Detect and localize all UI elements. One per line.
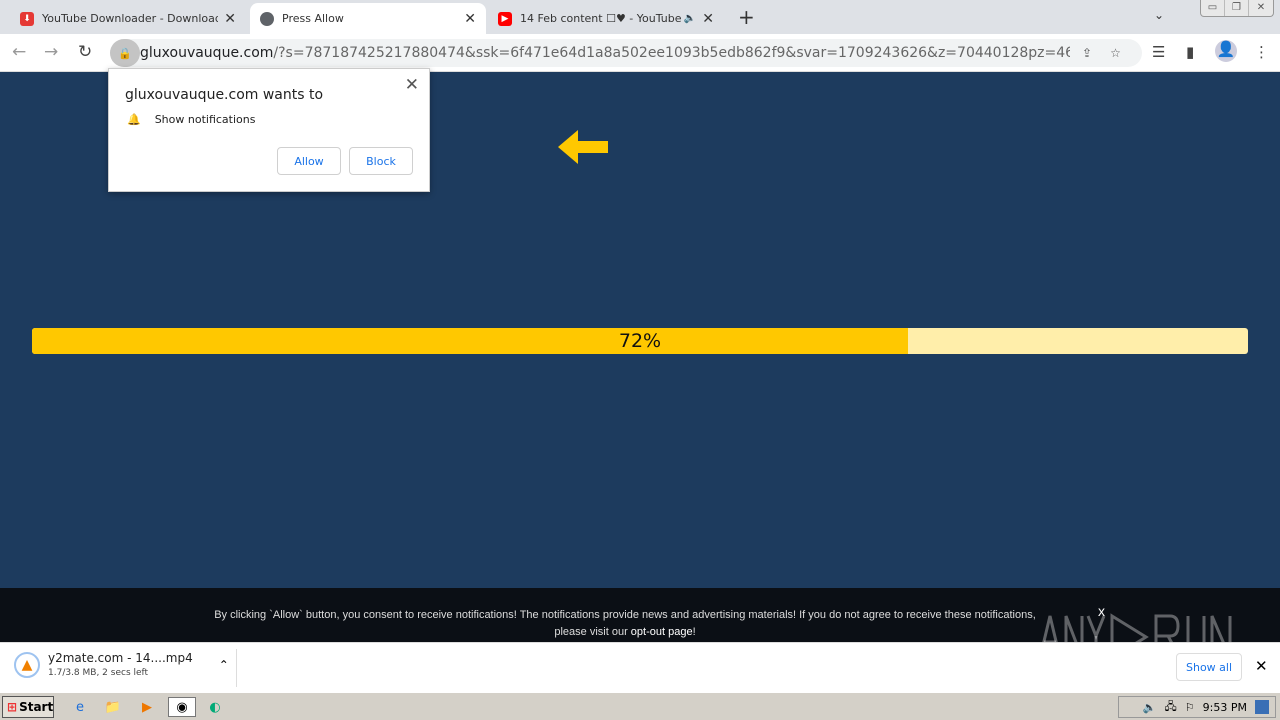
consent-text-2: please visit our <box>554 626 631 638</box>
youtube-icon: ▶ <box>498 11 512 26</box>
clock[interactable]: 9:53 PM <box>1202 700 1247 714</box>
forward-button[interactable]: → <box>44 42 59 62</box>
progress-fill <box>32 328 908 354</box>
media-control-icon[interactable]: ☰ <box>1152 43 1166 61</box>
bookmark-star-icon[interactable]: ☆ <box>1110 46 1121 60</box>
tab-strip: ⬇ YouTube Downloader - Download YouTube … <box>0 0 1280 34</box>
opt-out-link[interactable]: opt-out page <box>630 626 693 638</box>
system-tray: 🔈 🖧 ⚐ 9:53 PM <box>1118 696 1276 718</box>
lock-icon[interactable]: 🔒 <box>110 39 140 67</box>
download-item[interactable]: ▲ y2mate.com - 14....mp4 1.7/3.8 MB, 2 s… <box>14 651 229 678</box>
profile-avatar-icon[interactable]: 👤 <box>1215 40 1237 62</box>
progress-label: 72% <box>618 330 662 352</box>
show-desktop-icon[interactable] <box>1255 700 1269 714</box>
show-all-button[interactable]: Show all <box>1176 653 1242 681</box>
volume-icon[interactable]: 🔈 <box>1142 700 1157 714</box>
globe-icon <box>260 11 274 26</box>
tab-search-chevron-icon[interactable]: ⌄ <box>1154 8 1165 22</box>
url-text[interactable]: gluxouvauque.com/?s=787187425217880474&s… <box>140 45 1070 61</box>
back-button[interactable]: ← <box>12 42 27 62</box>
start-button[interactable]: ⊞ Start <box>2 696 54 718</box>
tab-press-allow[interactable]: Press Allow ✕ <box>250 3 486 34</box>
popup-title: gluxouvauque.com wants to <box>125 87 324 103</box>
download-shelf: ▲ y2mate.com - 14....mp4 1.7/3.8 MB, 2 s… <box>0 642 1280 692</box>
reload-button[interactable]: ↻ <box>78 42 93 62</box>
tab-youtube[interactable]: ▶ 14 Feb content ☐♥ - YouTube 🔈 ✕ <box>488 3 724 34</box>
close-tab-icon[interactable]: ✕ <box>464 10 476 27</box>
side-panel-icon[interactable]: ▮ <box>1186 43 1195 61</box>
vlc-file-icon: ▲ <box>14 651 40 678</box>
network-icon[interactable]: 🖧 <box>1164 699 1177 713</box>
chrome-icon[interactable]: ◉ <box>168 697 196 717</box>
restore-button[interactable]: ❐ <box>1225 0 1249 16</box>
divider <box>236 649 237 687</box>
edge-icon[interactable]: ◐ <box>209 699 221 715</box>
chevron-up-icon[interactable]: ⌃ <box>218 657 229 672</box>
notification-permission-popup: gluxouvauque.com wants to ✕ 🔔 Show notifi… <box>108 68 430 192</box>
explorer-folder-icon[interactable]: 📁 <box>104 699 122 715</box>
consent-close-button[interactable]: x <box>1098 603 1105 619</box>
window-controls: ▭ ❐ ✕ <box>1200 0 1274 17</box>
share-icon[interactable]: ⇪ <box>1082 46 1093 60</box>
close-shelf-icon[interactable]: ✕ <box>1255 657 1268 675</box>
media-player-icon[interactable]: ▶ <box>142 699 152 715</box>
download-filename: y2mate.com - 14....mp4 <box>48 651 193 665</box>
close-tab-icon[interactable]: ✕ <box>224 10 236 27</box>
minimize-button[interactable]: ▭ <box>1201 0 1225 16</box>
arrow-left-icon <box>558 130 608 164</box>
download-icon: ⬇ <box>20 11 34 26</box>
start-label: Start <box>19 700 54 714</box>
tab-title: Press Allow <box>282 12 344 25</box>
progress-bar: 72% <box>32 328 1248 354</box>
download-status: 1.7/3.8 MB, 2 secs left <box>48 668 149 678</box>
consent-banner: By clicking `Allow` button, you consent … <box>0 588 1280 642</box>
browser-toolbar: ← → ↻ 🔒 gluxouvauque.com/?s=787187425217… <box>0 34 1280 72</box>
flag-icon[interactable]: ⚐ <box>1184 700 1195 714</box>
close-window-button[interactable]: ✕ <box>1256 2 1266 13</box>
new-tab-button[interactable]: + <box>738 5 755 29</box>
tab-title: YouTube Downloader - Download YouTube <box>42 12 219 25</box>
allow-button[interactable]: Allow <box>277 147 341 175</box>
close-tab-icon[interactable]: ✕ <box>702 10 714 27</box>
taskbar: ⊞ Start e 📁 ▶ ◉ ◐ 🔈 🖧 ⚐ 9:53 PM <box>0 692 1280 720</box>
close-icon[interactable]: ✕ <box>404 75 419 95</box>
windows-logo-icon: ⊞ <box>7 700 18 714</box>
menu-kebab-icon[interactable]: ⋮ <box>1254 43 1269 61</box>
ie-icon[interactable]: e <box>76 699 84 715</box>
permission-label: Show notifications <box>154 113 256 126</box>
tab-title: 14 Feb content ☐♥ - YouTube <box>520 12 682 25</box>
consent-text-end: ! <box>692 626 696 638</box>
block-button[interactable]: Block <box>349 147 413 175</box>
tab-youtube-downloader[interactable]: ⬇ YouTube Downloader - Download YouTube … <box>10 3 246 34</box>
consent-text: By clicking `Allow` button, you consent … <box>214 609 1036 621</box>
audio-icon[interactable]: 🔈 <box>683 13 697 24</box>
bell-icon: 🔔 <box>127 113 141 126</box>
address-bar[interactable]: 🔒 gluxouvauque.com/?s=787187425217880474… <box>110 39 1142 67</box>
